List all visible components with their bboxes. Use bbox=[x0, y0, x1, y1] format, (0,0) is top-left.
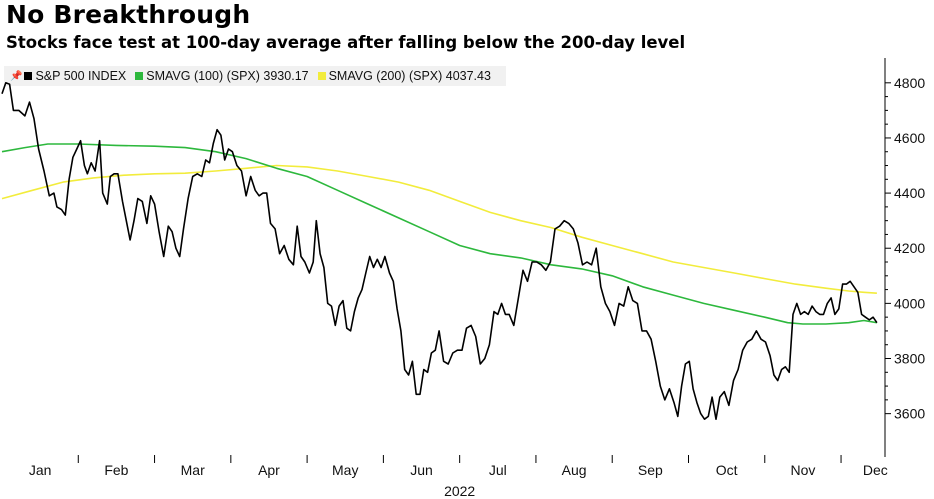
legend-item-spx: 📌 S&P 500 INDEX bbox=[10, 69, 126, 83]
legend-swatch-smavg200 bbox=[317, 72, 326, 80]
x-tick-label: Nov bbox=[790, 462, 815, 478]
chart-title: No Breakthrough bbox=[6, 0, 251, 29]
y-tick-label: 4800 bbox=[894, 75, 925, 91]
y-tick-label: 3800 bbox=[894, 351, 925, 367]
x-tick-label: Aug bbox=[562, 462, 587, 478]
y-tick-label: 4400 bbox=[894, 185, 925, 201]
legend-label-smavg100: SMAVG (100) (SPX) 3930.17 bbox=[146, 69, 309, 83]
legend-item-smavg100: SMAVG (100) (SPX) 3930.17 bbox=[135, 69, 309, 83]
x-year-label: 2022 bbox=[444, 483, 475, 499]
series-line-smavg100 bbox=[1, 143, 878, 325]
x-tick-label: Mar bbox=[181, 462, 205, 478]
pin-icon[interactable]: 📌 bbox=[10, 70, 23, 82]
x-tick-label: Oct bbox=[716, 462, 738, 478]
series-line-smavg200 bbox=[1, 164, 877, 294]
x-tick-label: Sep bbox=[638, 462, 663, 478]
series-line-spx bbox=[1, 82, 878, 420]
chart-subtitle: Stocks face test at 100-day average afte… bbox=[6, 33, 686, 52]
x-tick-label: Jul bbox=[489, 462, 507, 478]
x-tick-label: Jun bbox=[410, 462, 433, 478]
legend-label-smavg200: SMAVG (200) (SPX) 4037.43 bbox=[328, 69, 491, 83]
y-tick-label: 3600 bbox=[894, 406, 925, 422]
legend-swatch-smavg100 bbox=[135, 72, 144, 80]
x-tick-label: Apr bbox=[258, 462, 280, 478]
legend-swatch-spx bbox=[24, 72, 33, 80]
x-tick-label: Jan bbox=[29, 462, 52, 478]
legend-label-spx: S&P 500 INDEX bbox=[35, 69, 127, 83]
legend-item-smavg200: SMAVG (200) (SPX) 4037.43 bbox=[317, 69, 491, 83]
x-tick-label: Feb bbox=[104, 462, 128, 478]
y-tick-label: 4200 bbox=[894, 240, 925, 256]
legend: 📌 S&P 500 INDEX SMAVG (100) (SPX) 3930.1… bbox=[4, 66, 506, 86]
x-tick-label: May bbox=[332, 462, 358, 478]
y-tick-label: 4600 bbox=[894, 130, 925, 146]
y-tick-label: 4000 bbox=[894, 295, 925, 311]
x-tick-label: Dec bbox=[863, 462, 888, 478]
